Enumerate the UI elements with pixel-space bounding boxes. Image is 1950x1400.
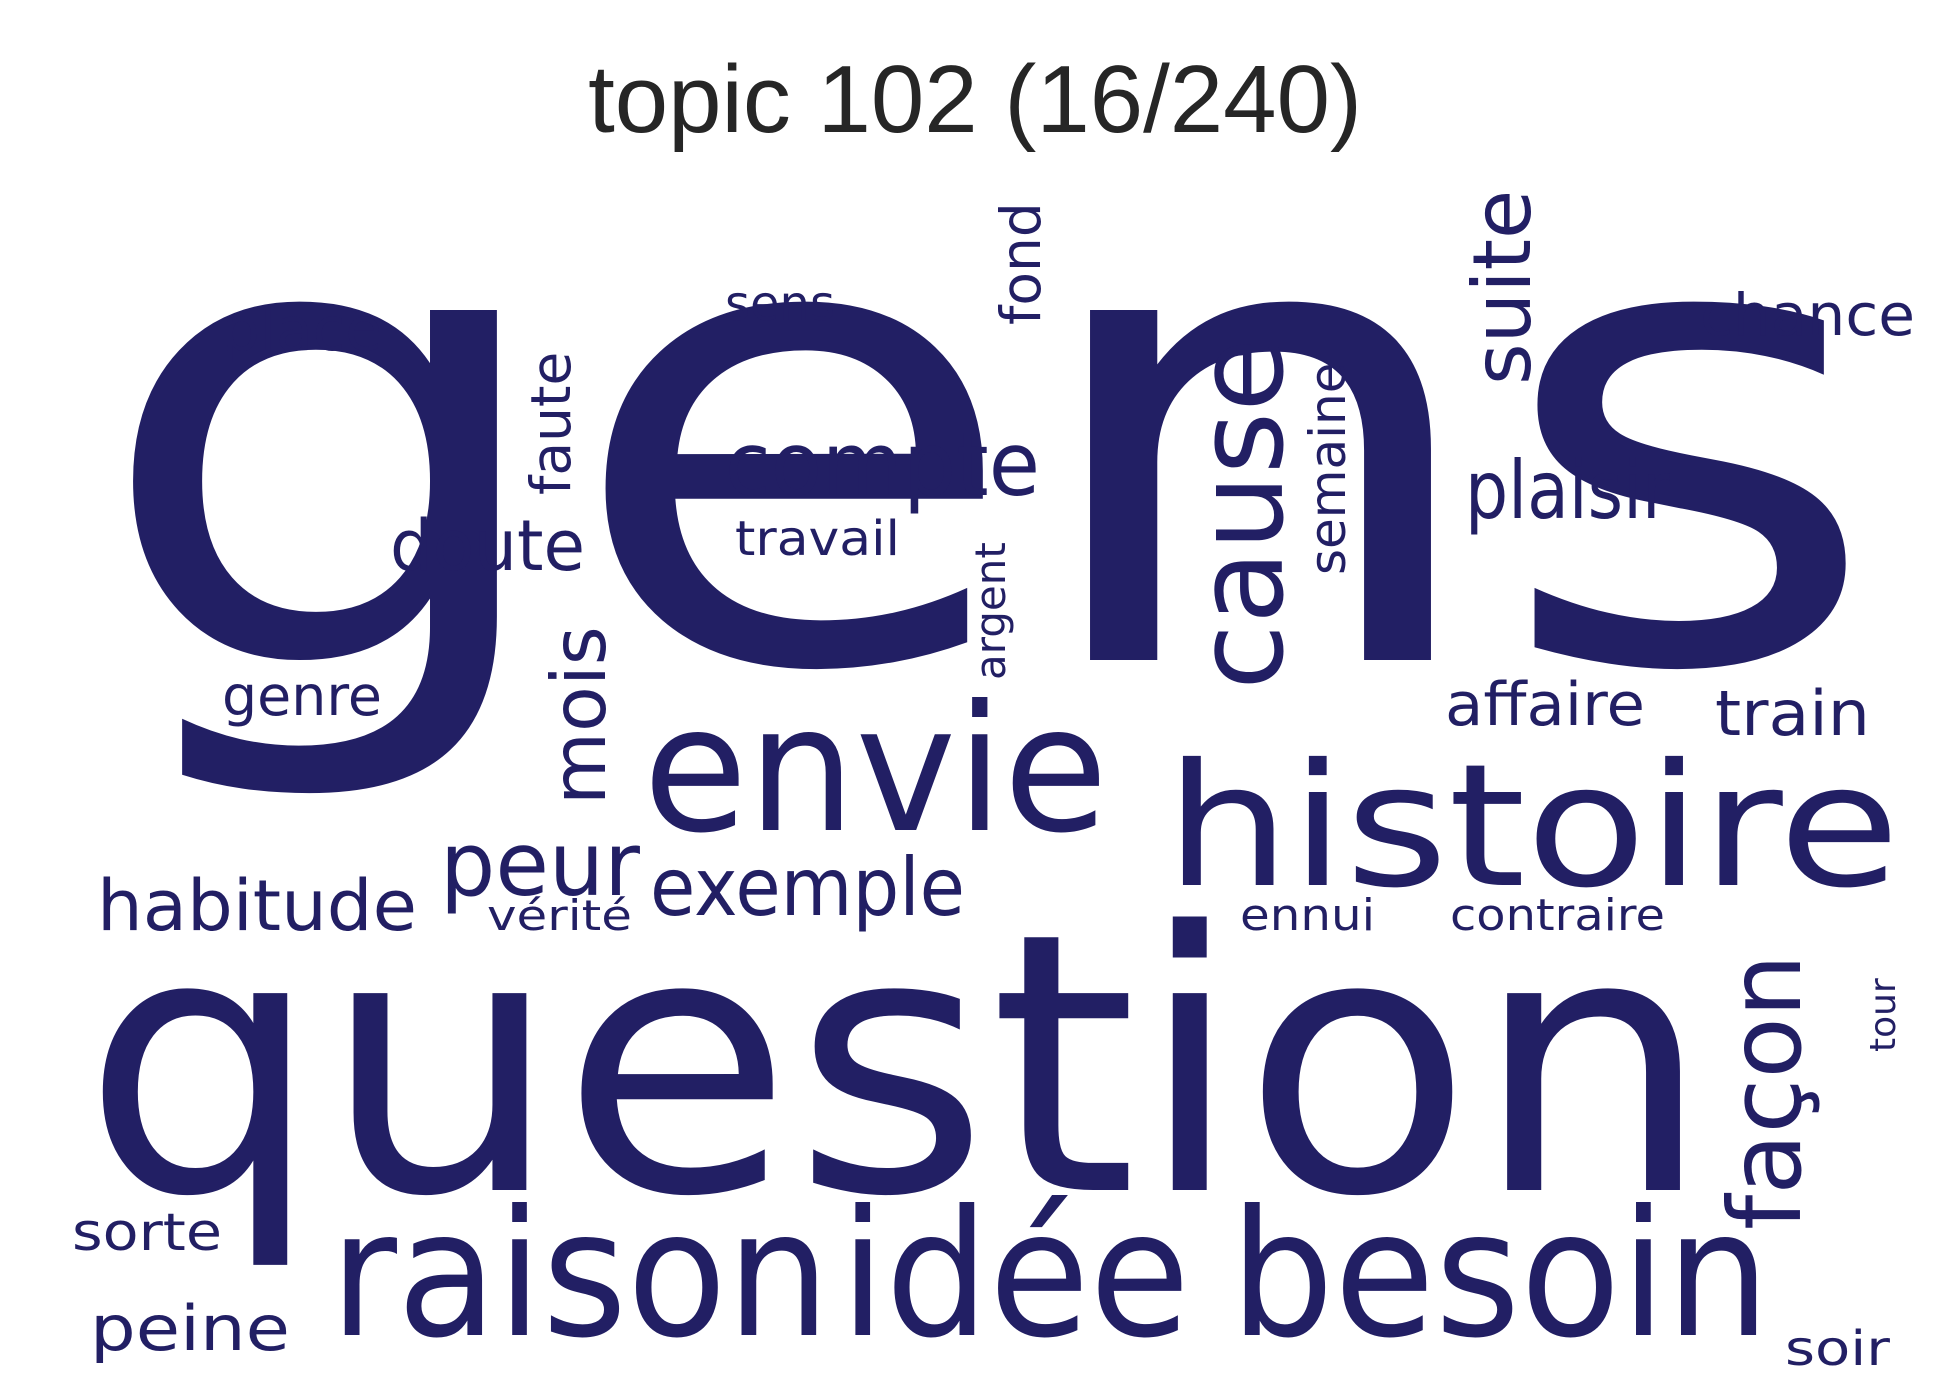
word-peur: peur	[440, 813, 641, 916]
word-semaine: semaine	[1299, 363, 1357, 576]
word-genre: genre	[222, 664, 382, 728]
word-place: place	[222, 295, 382, 365]
word-question: question	[82, 856, 1712, 1275]
word-idee: idée	[840, 1174, 1190, 1377]
word-travail: travail	[735, 511, 900, 567]
word-peine: peine	[90, 1292, 290, 1365]
word-fond: fond	[989, 202, 1053, 325]
word-suite: suite	[1456, 190, 1549, 385]
word-histoire: histoire	[1165, 728, 1900, 926]
word-tour: tour	[1863, 978, 1904, 1052]
word-faute: faute	[519, 352, 583, 495]
word-chance: chance	[1700, 281, 1915, 349]
word-exemple: exemple	[650, 841, 965, 934]
word-ennui: ennui	[1240, 890, 1375, 941]
word-envie: envie	[643, 669, 1108, 872]
word-train: train	[1715, 677, 1870, 750]
word-facon: façon	[1707, 954, 1824, 1230]
word-soir: soir	[1785, 1321, 1890, 1377]
word-contraire: contraire	[1450, 890, 1665, 941]
word-affaire: affaire	[1445, 670, 1645, 740]
word-sorte: sorte	[72, 1203, 222, 1263]
word-mois: mois	[535, 626, 623, 805]
word-sens: sens	[725, 276, 835, 332]
word-doute: doute	[390, 505, 585, 587]
word-gens: gens	[92, 66, 1882, 811]
word-verite: vérité	[487, 891, 632, 940]
word-habitude: habitude	[97, 865, 417, 947]
word-raison: raison	[330, 1174, 830, 1377]
word-besoin: besoin	[1230, 1174, 1770, 1377]
word-cause: cause	[1172, 338, 1311, 690]
word-argent: argent	[966, 542, 1015, 680]
word-compte: compte	[725, 413, 1040, 516]
chart-title: topic 102 (16/240)	[588, 46, 1362, 153]
word-plaisir: plaisir	[1465, 444, 1670, 537]
